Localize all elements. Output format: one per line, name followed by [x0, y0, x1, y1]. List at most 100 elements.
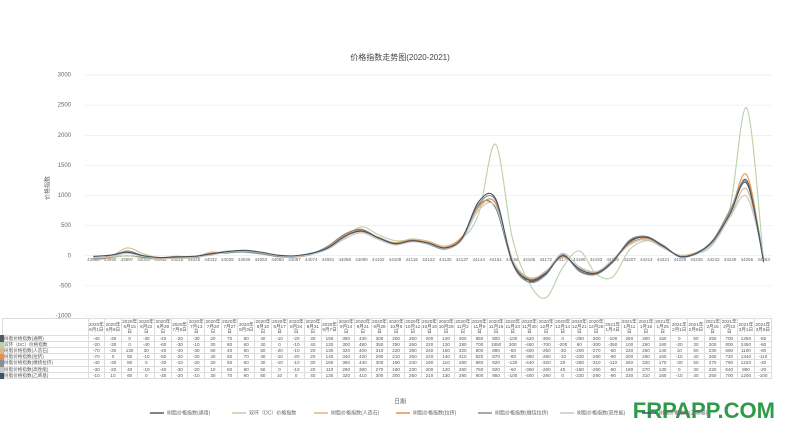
table-cell: 230 — [703, 346, 722, 355]
table-cell: -40 — [753, 359, 773, 367]
table-cell: 0 — [553, 334, 572, 342]
table-cell: 30 — [204, 371, 222, 380]
table-cell: 2020年11月30日 — [520, 318, 539, 336]
table-row: 树脂价格指数(乙烯基) -10 10 60 0 -30 -20 -10 30 70 90 60 10 0 4… — [0, 371, 773, 380]
table-cell: 2020年8月31日 — [304, 318, 322, 336]
table-row: 树脂价格指数(高性能) -30 -20 40 -10 -40 -30 -20 10 60 80 50 0… — [0, 365, 773, 373]
x-tick-label: 44046 — [238, 257, 251, 262]
table-cell: 60 — [687, 346, 705, 355]
x-tick-label: 44018 — [171, 257, 184, 262]
table-cell: 270 — [637, 365, 655, 373]
table-cell: 0 — [137, 371, 156, 380]
table-cell: -100 — [753, 371, 773, 380]
table-cell: -440 — [520, 359, 539, 367]
table-cell: 树脂价格指数(拉挤) — [0, 353, 89, 361]
y-tick-label: -1000 — [56, 314, 72, 320]
table-cell: -280 — [537, 353, 555, 361]
table-cell: 250 — [703, 334, 722, 342]
table-cell: 2020年12月14日 — [553, 318, 572, 336]
table-cell: 700 — [720, 334, 739, 342]
table-cell: -230 — [570, 353, 589, 361]
x-tick-label: 43997 — [121, 257, 134, 262]
table-cell: 2021年1月18日 — [637, 318, 655, 336]
table-cell: 220 — [703, 365, 722, 373]
table-cell: 2021年2月22日 — [720, 318, 739, 336]
x-tick-label: 44109 — [389, 257, 402, 262]
table-cell: -100 — [603, 334, 622, 342]
series-line — [93, 180, 765, 284]
table-cell: 2021年3月8日 — [753, 318, 773, 336]
table-cell: 60 — [254, 371, 272, 380]
table-cell: 10 — [670, 346, 689, 355]
series-line — [93, 181, 765, 281]
table-cell: -80 — [753, 340, 773, 349]
table-cell: 40 — [687, 353, 705, 361]
y-tick-label: 500 — [61, 223, 72, 229]
table-cell: -10 — [670, 371, 689, 380]
table-cell: 0 — [670, 334, 689, 342]
table-cell: -280 — [587, 353, 605, 361]
table-cell: 2020年9月28日 — [370, 318, 389, 336]
x-tick-label: 44067 — [288, 257, 301, 262]
x-tick-label: 44186 — [573, 257, 586, 262]
table-cell: 900 — [470, 371, 489, 380]
x-tick-label: 43990 — [104, 257, 117, 262]
table-cell: 2020年9月7日 — [320, 318, 339, 336]
table-cell: 700 — [720, 371, 739, 380]
y-tick-label: 0 — [68, 253, 72, 259]
table-cell: -100 — [503, 371, 522, 380]
table-cell: 0 — [670, 365, 689, 373]
table-cell: 800 — [720, 340, 739, 349]
table-cell: 2020年9月21日 — [354, 318, 372, 336]
table-cell: -220 — [570, 371, 589, 380]
table-cell: -20 — [753, 365, 773, 373]
table-cell: 2020年8月3日 — [237, 318, 256, 336]
table-cell: -60 — [503, 365, 522, 373]
table-cell: 60 — [120, 371, 139, 380]
y-tick-label: 2000 — [58, 133, 72, 139]
table-cell: -80 — [603, 353, 622, 361]
x-tick-label: 44228 — [674, 257, 687, 262]
table-cell: 250 — [403, 371, 422, 380]
series-line — [93, 187, 765, 281]
table-cell: 2020年10月19日 — [420, 318, 439, 336]
data-table: 2020年6月1日 2020年6月8日 2020年6月15日 2020年6月22日 20… — [0, 318, 773, 380]
table-cell: -10 — [553, 353, 572, 361]
table-cell: 双环（DC）价格指数 — [0, 340, 89, 349]
table-cell: 260 — [637, 346, 655, 355]
table-cell: 2021年2月1日 — [670, 318, 689, 336]
table-cell: 640 — [720, 365, 739, 373]
table-row: 树脂价格指数(拉挤) -70 0 50 -10 -50 -20 -20 40 60 70 40 -10-… — [0, 353, 773, 361]
table-cell: 320 — [337, 371, 355, 380]
table-cell: -250 — [537, 346, 555, 355]
x-tick-label: 44060 — [271, 257, 284, 262]
x-tick-label: 44242 — [707, 257, 720, 262]
table-cell: -10 — [87, 371, 106, 380]
table-cell: 0 — [553, 371, 572, 380]
table-cell: 0 — [287, 371, 306, 380]
table-cell: -260 — [537, 365, 555, 373]
x-tick-label: 44053 — [255, 257, 268, 262]
x-tick-label: 44102 — [372, 257, 385, 262]
table-cell — [1, 318, 89, 336]
table-cell: 130 — [437, 371, 455, 380]
table-cell: -450 — [520, 340, 539, 349]
y-tick-label: 2500 — [58, 103, 72, 109]
x-tick-label: 44137 — [456, 257, 469, 262]
legend-label: 双环（DC）价格指数 — [249, 409, 296, 416]
table-cell: 2020年12月28日 — [587, 318, 605, 336]
table-cell: -420 — [520, 334, 539, 342]
table-cell: -260 — [570, 359, 589, 367]
x-tick-label: 44172 — [540, 257, 553, 262]
table-cell: 40 — [304, 371, 322, 380]
x-tick-label: 44130 — [439, 257, 452, 262]
table-cell: -400 — [520, 371, 539, 380]
table-cell: 300 — [370, 371, 389, 380]
table-cell: 20 — [553, 359, 572, 367]
table-cell: 320 — [637, 359, 655, 367]
table-cell: -320 — [537, 359, 555, 367]
table-cell: 2021年3月1日 — [737, 318, 755, 336]
table-cell: 210 — [420, 371, 439, 380]
table-cell: 290 — [637, 353, 655, 361]
